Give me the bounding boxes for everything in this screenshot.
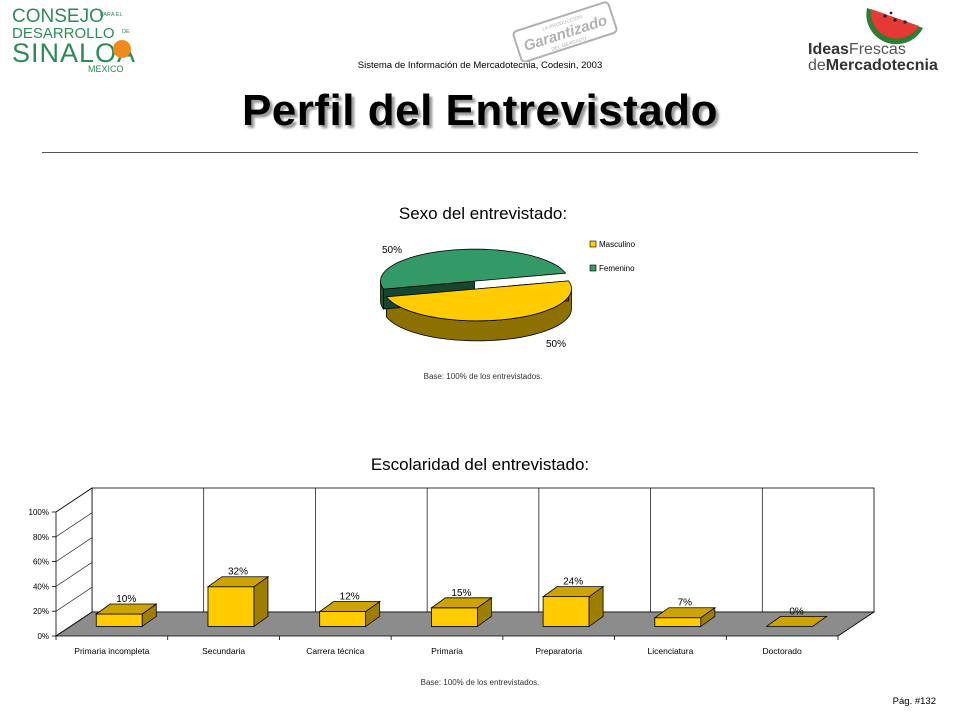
y-tick-label: 0% bbox=[37, 632, 49, 641]
bar-front bbox=[542, 596, 590, 627]
bar-top bbox=[653, 607, 717, 619]
bar-primaria: 15% bbox=[430, 588, 493, 628]
bar-front bbox=[207, 586, 255, 627]
y-tick-label: 20% bbox=[33, 607, 49, 616]
legend-label-masculino: Masculino bbox=[599, 240, 636, 249]
y-gridline-side bbox=[55, 562, 93, 587]
watermelon-icon bbox=[866, 8, 923, 45]
y-gridline-side bbox=[55, 487, 93, 513]
bar-data-label: 32% bbox=[228, 567, 248, 578]
bar-top bbox=[541, 586, 605, 598]
x-tick-label: Primaria bbox=[431, 646, 463, 656]
y-gridline-side bbox=[55, 512, 93, 538]
y-tick-label: 40% bbox=[33, 582, 49, 591]
schooling-bar-chart: Escolaridad del entrevistado: 0% 20% 40% 60… bbox=[29, 455, 876, 687]
x-tick-label: Licenciatura bbox=[648, 646, 694, 656]
chart-side-wall bbox=[55, 487, 93, 637]
y-gridline-side bbox=[55, 611, 93, 637]
title-divider bbox=[42, 152, 918, 153]
logo-ideas: Ideas bbox=[808, 41, 849, 58]
sun-icon bbox=[113, 40, 131, 58]
logo-frescas: Frescas bbox=[849, 41, 906, 58]
legend-swatch-femenino bbox=[589, 264, 597, 272]
bar-front bbox=[319, 611, 367, 627]
x-tick-label: Preparatoria bbox=[535, 646, 582, 656]
sex-pie-chart: Sexo del entrevistado: 50% 50% Masculino F… bbox=[380, 204, 636, 381]
bar-front bbox=[430, 607, 478, 627]
bar-carrera-técnica: 12% bbox=[318, 592, 381, 628]
y-gridline-side bbox=[55, 537, 93, 562]
logo-de-mercadotecnia: deMercadotecnia bbox=[808, 57, 938, 72]
page-number: Pág. #132 bbox=[892, 696, 936, 707]
y-tick-label: 100% bbox=[29, 508, 49, 517]
ideas-frescas-logo: IdeasFrescas deMercadotecnia bbox=[808, 8, 938, 72]
bar-doctorado: 0% bbox=[765, 606, 828, 627]
bar-front bbox=[654, 617, 702, 627]
pie-base-note: Base: 100% de los entrevistados. bbox=[424, 372, 543, 381]
bar-top bbox=[95, 603, 158, 615]
logo-line2: DESARROLLO bbox=[12, 25, 115, 42]
bar-preparatoria: 24% bbox=[541, 577, 605, 628]
bar-data-label: 12% bbox=[340, 592, 360, 603]
logo-line2-small: DE bbox=[122, 29, 130, 35]
pie-label-masculino: 50% bbox=[382, 245, 402, 256]
bar-top bbox=[430, 597, 493, 609]
page-subtitle: Sistema de Información de Mercadotecnia,… bbox=[357, 60, 603, 71]
x-tick-label: Carrera técnica bbox=[306, 646, 364, 656]
logo-line1: CONSEJO bbox=[12, 6, 104, 27]
bar-top bbox=[318, 601, 381, 612]
bar-title: Escolaridad del entrevistado: bbox=[371, 455, 589, 474]
bar-data-label: 0% bbox=[789, 606, 804, 617]
bar-front bbox=[95, 613, 143, 627]
x-tick-label: Doctorado bbox=[763, 646, 802, 656]
x-tick-label: Secundaria bbox=[202, 646, 245, 656]
y-tick-label: 60% bbox=[33, 558, 49, 567]
pie-slice-femenino bbox=[380, 248, 567, 290]
bar-top bbox=[206, 576, 270, 588]
pie-slice-masculino bbox=[385, 280, 572, 322]
logo-line1-small: PARA EL bbox=[100, 12, 123, 18]
bar-secundaria: 32% bbox=[206, 567, 270, 628]
logo-de: de bbox=[808, 57, 826, 72]
logo-line4: MEXICO bbox=[88, 64, 124, 74]
bar-data-label: 7% bbox=[678, 598, 693, 609]
bar-primaria-incompleta: 10% bbox=[95, 594, 158, 628]
y-tick-label: 80% bbox=[33, 533, 49, 542]
bar-data-label: 24% bbox=[563, 577, 583, 588]
bar-licenciatura: 7% bbox=[653, 598, 717, 628]
legend-label-femenino: Femenino bbox=[599, 264, 635, 273]
legend-swatch-masculino bbox=[589, 240, 597, 248]
bar-data-label: 15% bbox=[451, 588, 471, 599]
bar-top bbox=[765, 616, 828, 627]
bar-base-note: Base: 100% de los entrevistados. bbox=[421, 678, 540, 687]
garantizado-stamp: LA PRODUCCIÓN Garantizado DEL MERCADO bbox=[512, 1, 618, 62]
y-gridline-side bbox=[55, 586, 93, 612]
codesin-logo: CONSEJO PARA EL DESARROLLO DE SINALOA ME… bbox=[12, 6, 135, 74]
pie-label-femenino: 50% bbox=[546, 339, 566, 350]
bar-data-label: 10% bbox=[116, 594, 136, 605]
logo-ideas-frescas: IdeasFrescas bbox=[808, 41, 906, 58]
logo-mercadotecnia: Mercadotecnia bbox=[826, 57, 938, 72]
pie-title: Sexo del entrevistado: bbox=[399, 204, 567, 223]
page-title: Perfil del Entrevistado bbox=[241, 86, 719, 135]
x-tick-label: Primaria incompleta bbox=[74, 646, 149, 656]
